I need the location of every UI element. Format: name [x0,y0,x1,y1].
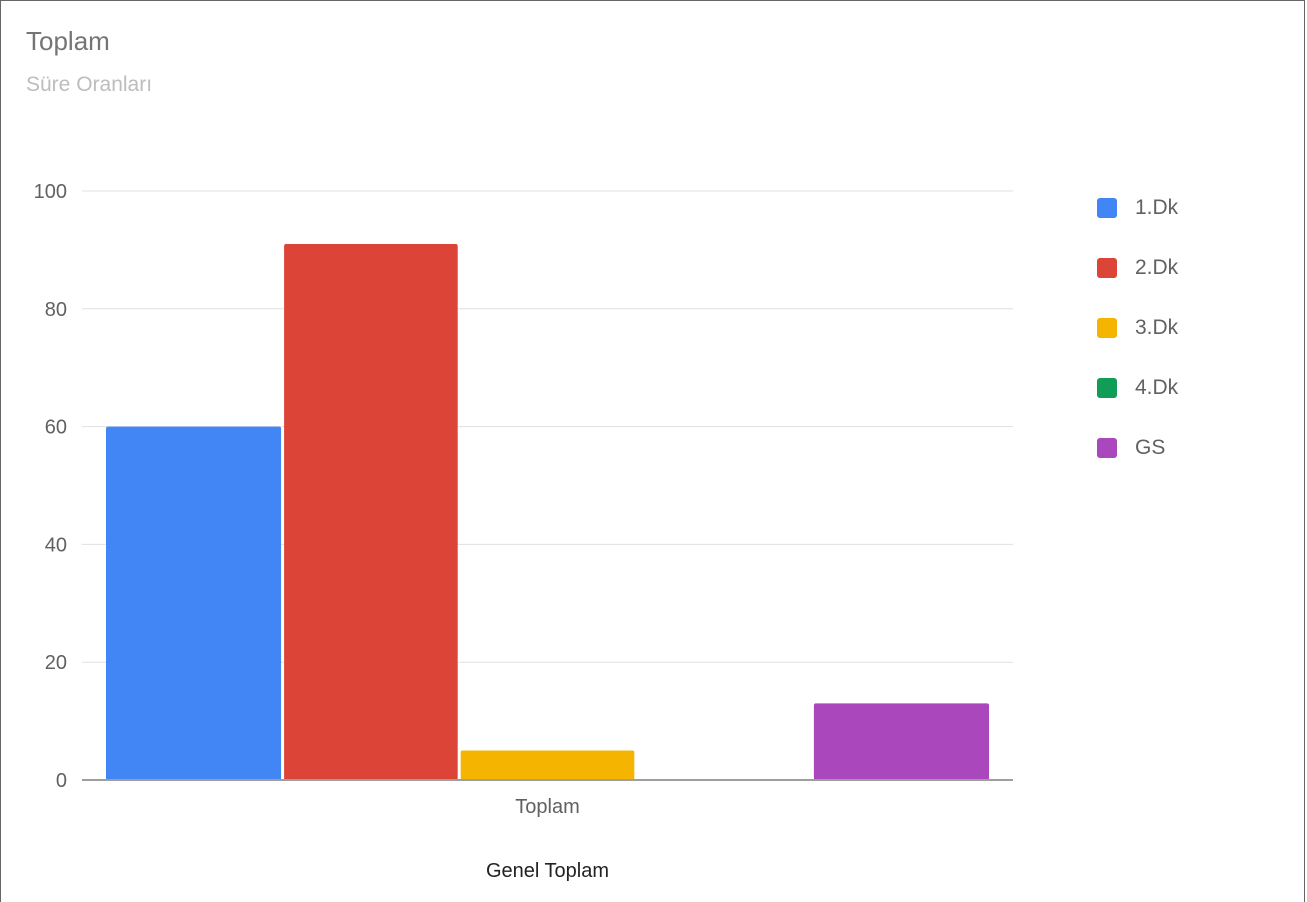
x-axis-label: Genel Toplam [486,860,609,882]
y-axis-ticks: 0 20 40 60 80 100 [34,181,67,792]
y-tick-label: 40 [45,534,67,556]
chart-subtitle: Süre Oranları [26,73,153,96]
legend-swatch [1097,378,1117,398]
legend: 1.Dk 2.Dk 3.Dk 4.Dk GS [1097,193,1178,493]
y-tick-label: 80 [45,299,67,321]
y-tick-label: 0 [56,770,67,792]
y-tick-label: 20 [45,652,67,674]
x-axis-ticks: Toplam [515,796,579,818]
legend-label: GS [1135,436,1166,459]
legend-label: 2.Dk [1135,256,1179,279]
bar-3-dk[interactable] [460,750,635,780]
bar-gs[interactable] [813,703,989,780]
legend-swatch [1097,198,1117,218]
legend-swatch [1097,258,1117,278]
legend-label: 4.Dk [1135,376,1179,399]
y-tick-label: 100 [34,181,67,203]
y-tick-label: 60 [45,417,67,439]
legend-item[interactable]: 1.Dk [1097,193,1178,223]
chart-title: Toplam [26,26,110,56]
legend-swatch [1097,438,1117,458]
bar-1-dk[interactable] [106,426,282,780]
legend-item[interactable]: GS [1097,433,1178,463]
bar-2-dk[interactable] [284,244,458,780]
legend-label: 1.Dk [1135,196,1179,219]
x-tick-label: Toplam [515,796,579,818]
bars [106,244,989,780]
legend-item[interactable]: 2.Dk [1097,253,1178,283]
legend-item[interactable]: 4.Dk [1097,373,1178,403]
legend-swatch [1097,318,1117,338]
legend-label: 3.Dk [1135,316,1179,339]
legend-item[interactable]: 3.Dk [1097,313,1178,343]
